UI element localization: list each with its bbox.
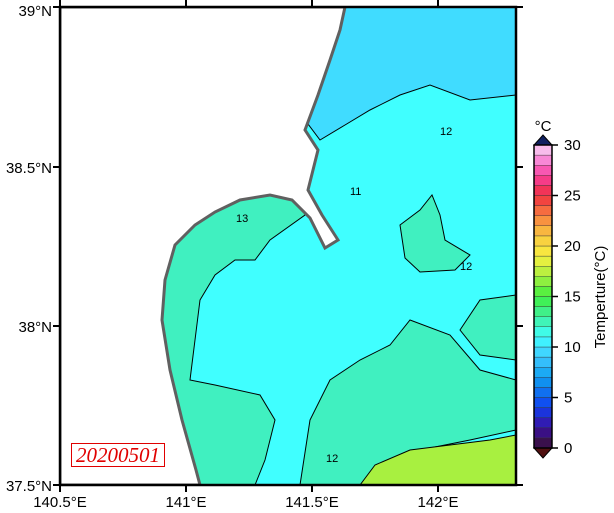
y-tick-label: 39°N (18, 3, 52, 20)
colorbar-segment (533, 164, 553, 176)
colorbar-segment (533, 377, 553, 388)
contour-labels: 13 11 12 12 12 (236, 126, 472, 465)
contour-label: 12 (460, 261, 472, 273)
colorbar-extend-max (532, 134, 554, 146)
colorbar-unit: °C (535, 118, 552, 135)
colorbar-segment (533, 387, 553, 398)
colorbar-segment (533, 144, 553, 156)
colorbar-segment (533, 215, 553, 226)
contour-label: 12 (440, 126, 452, 138)
y-tick-label: 37.5°N (6, 478, 52, 495)
colorbar-segment (533, 336, 553, 348)
colorbar-segment (533, 306, 553, 317)
colorbar-segment (533, 437, 553, 449)
map-frame (58, 5, 518, 487)
colorbar-segment (533, 235, 553, 247)
colorbar-tick-label: 30 (564, 137, 581, 154)
colorbar-segment (533, 195, 553, 206)
date-label: 20200501 (71, 443, 165, 467)
colorbar-segment (533, 296, 553, 307)
colorbar-segment (533, 185, 553, 196)
sea-region-warm (459, 294, 516, 361)
colorbar-segment (533, 205, 553, 216)
colorbar-title: Temperture(°C) (592, 246, 609, 349)
colorbar-segment (533, 154, 553, 166)
colorbar-segment (533, 397, 553, 408)
colorbar-segment (533, 255, 553, 267)
contour-label: 13 (236, 213, 248, 225)
x-tick-label: 142°E (417, 494, 458, 511)
x-tick-label: 141°E (165, 494, 206, 511)
colorbar-segment (533, 367, 553, 378)
land (60, 7, 347, 485)
colorbar-segment (533, 266, 553, 277)
colorbar-segment (533, 225, 553, 237)
colorbar-segment (533, 427, 553, 439)
colorbar-segment (533, 175, 553, 186)
colorbar-segment (533, 286, 553, 297)
colorbar-tick-label: 0 (564, 440, 572, 457)
colorbar-segment (533, 346, 553, 358)
colorbar-segment (533, 316, 553, 328)
colorbar-tick-label: 5 (564, 390, 572, 407)
sea-region-hot (359, 434, 516, 485)
colorbar-segment (533, 245, 553, 257)
colorbar-extend-min (532, 447, 554, 459)
colorbar: 0 5 10 15 20 25 30 (532, 134, 581, 459)
axis-ticks (53, 0, 523, 492)
contour-label: 11 (350, 186, 361, 198)
colorbar-tick-label: 15 (564, 289, 581, 306)
colorbar-tick-label: 20 (564, 238, 581, 255)
colorbar-tick-label: 10 (564, 339, 581, 356)
colorbar-segment (533, 356, 553, 368)
colorbar-tick-label: 25 (564, 188, 581, 205)
contour-label: 12 (326, 453, 338, 465)
colorbar-segment (533, 276, 553, 287)
colorbar-segment (533, 417, 553, 429)
colorbar-segment (533, 326, 553, 338)
y-tick-label: 38°N (18, 319, 52, 336)
colorbar-segment (533, 407, 553, 418)
x-tick-label: 140.5°E (33, 494, 87, 511)
x-tick-label: 141.5°E (285, 494, 339, 511)
y-tick-label: 38.5°N (6, 160, 52, 177)
sea-region-warm (399, 194, 471, 273)
map-area: 13 11 12 12 12 (60, 7, 516, 485)
